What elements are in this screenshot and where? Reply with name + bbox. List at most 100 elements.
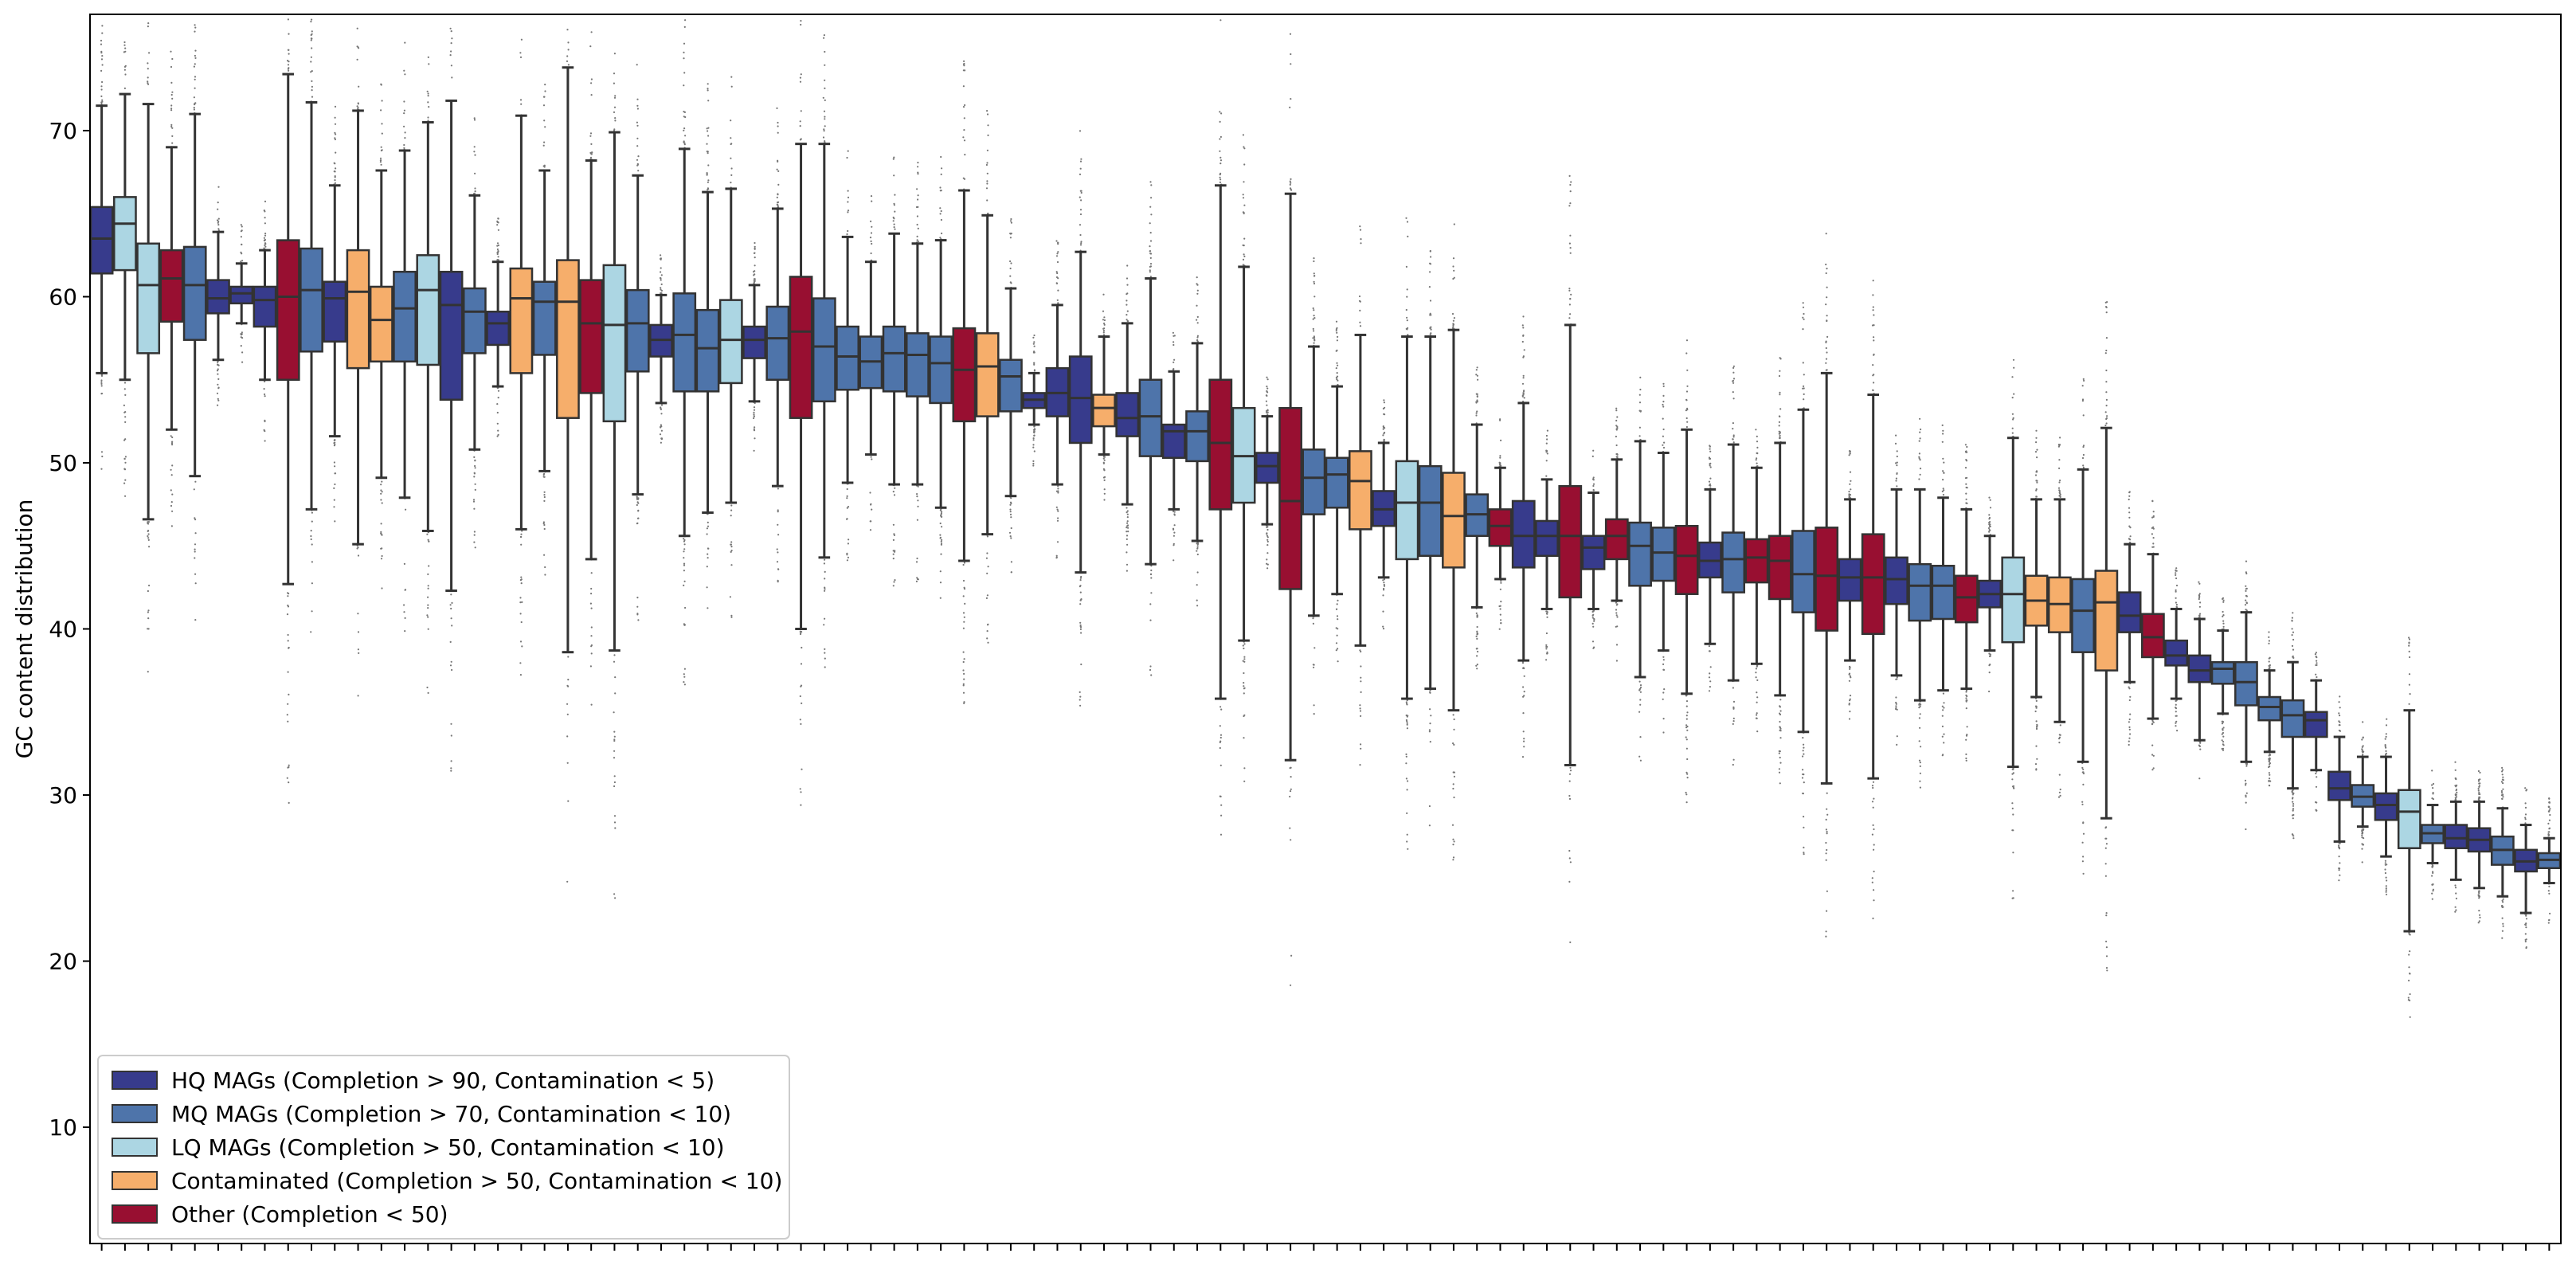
box-body <box>1604 518 1629 561</box>
box-9 <box>276 72 300 586</box>
box-body <box>882 325 906 393</box>
y-tick-label: 30 <box>49 782 77 809</box>
outliers-43 <box>1079 130 1082 707</box>
box-body <box>2397 789 2421 849</box>
box-body <box>579 279 604 394</box>
box-76 <box>1838 498 1862 662</box>
box-body <box>1768 535 1792 601</box>
box-25 <box>649 293 673 405</box>
box-body <box>1721 531 1746 593</box>
box-body <box>1185 410 1209 463</box>
box-86 <box>2071 468 2095 763</box>
box-8 <box>253 249 277 382</box>
box-92 <box>2210 629 2235 715</box>
box-body <box>1208 378 1233 511</box>
outliers-24 <box>636 64 640 621</box>
box-body <box>2327 770 2351 801</box>
outliers-3 <box>147 22 151 673</box>
outliers-106 <box>2547 797 2551 924</box>
box-95 <box>2280 660 2305 790</box>
box-12 <box>346 109 370 546</box>
box-63 <box>1535 478 1559 610</box>
box-body <box>486 310 511 347</box>
box-67 <box>1628 440 1652 679</box>
box-body <box>439 270 464 401</box>
box-99 <box>2374 755 2398 858</box>
box-2 <box>113 92 137 382</box>
box-body <box>1651 527 1676 582</box>
outliers-41 <box>1032 334 1036 467</box>
legend-label: Other (Completion < 50) <box>171 1201 448 1228</box>
outliers-30 <box>776 107 780 583</box>
box-body <box>2094 570 2119 672</box>
outliers-87 <box>2104 301 2108 972</box>
box-27 <box>695 190 720 515</box>
box-71 <box>1721 443 1746 682</box>
box-body <box>1885 556 1909 605</box>
box-body <box>182 245 207 341</box>
box-13 <box>369 169 393 480</box>
box-105 <box>2514 824 2538 915</box>
box-56 <box>1372 441 1396 579</box>
outliers-45 <box>1126 264 1129 572</box>
box-body <box>1511 499 1536 569</box>
box-23 <box>602 131 627 652</box>
box-72 <box>1744 466 1769 665</box>
box-body <box>113 196 137 272</box>
box-70 <box>1697 488 1722 645</box>
outliers-64 <box>1568 174 1572 943</box>
box-49 <box>1208 184 1233 700</box>
outliers-21 <box>566 29 570 883</box>
box-1 <box>89 104 114 374</box>
box-20 <box>532 169 557 472</box>
y-tick-label: 50 <box>49 450 77 476</box>
box-60 <box>1465 423 1490 609</box>
outlier-points <box>100 18 2551 1018</box>
box-body <box>159 249 184 323</box>
box-96 <box>2304 679 2328 772</box>
box-body <box>299 247 323 353</box>
legend-item-lq: LQ MAGs (Completion > 50, Contamination … <box>112 1134 725 1161</box>
box-53 <box>1302 345 1326 617</box>
box-5 <box>182 112 207 478</box>
outliers-85 <box>2057 437 2061 798</box>
box-100 <box>2397 709 2421 933</box>
box-body <box>1092 394 1116 428</box>
outliers-52 <box>1289 33 1293 986</box>
outliers-105 <box>2524 787 2528 950</box>
box-body <box>1838 558 1862 602</box>
box-body <box>742 325 766 359</box>
box-68 <box>1651 451 1676 652</box>
box-body <box>2374 792 2398 821</box>
box-32 <box>812 143 836 559</box>
box-85 <box>2047 498 2072 723</box>
box-44 <box>1092 335 1116 456</box>
box-body <box>1908 562 1932 622</box>
legend-item-mq: MQ MAGs (Completion > 70, Contamination … <box>112 1101 731 1127</box>
outliers-48 <box>1196 276 1200 607</box>
box-57 <box>1395 335 1419 700</box>
box-body <box>2304 711 2328 738</box>
box-body <box>462 287 487 354</box>
box-body <box>1931 565 1955 621</box>
box-61 <box>1488 466 1513 581</box>
box-17 <box>462 194 487 451</box>
box-body <box>323 280 347 343</box>
box-body <box>206 279 230 315</box>
box-30 <box>765 207 790 488</box>
box-6 <box>206 230 230 362</box>
box-15 <box>416 121 440 532</box>
y-tick-label: 10 <box>49 1114 77 1141</box>
box-body <box>1138 378 1163 457</box>
outliers-16 <box>449 27 453 772</box>
box-body <box>1744 538 1769 584</box>
box-11 <box>323 184 347 438</box>
box-10 <box>299 101 323 511</box>
y-tick-label: 70 <box>49 118 77 144</box>
y-tick-label: 40 <box>49 617 77 643</box>
box-14 <box>393 149 417 499</box>
legend-swatch <box>112 1071 158 1090</box>
box-body <box>602 264 627 423</box>
